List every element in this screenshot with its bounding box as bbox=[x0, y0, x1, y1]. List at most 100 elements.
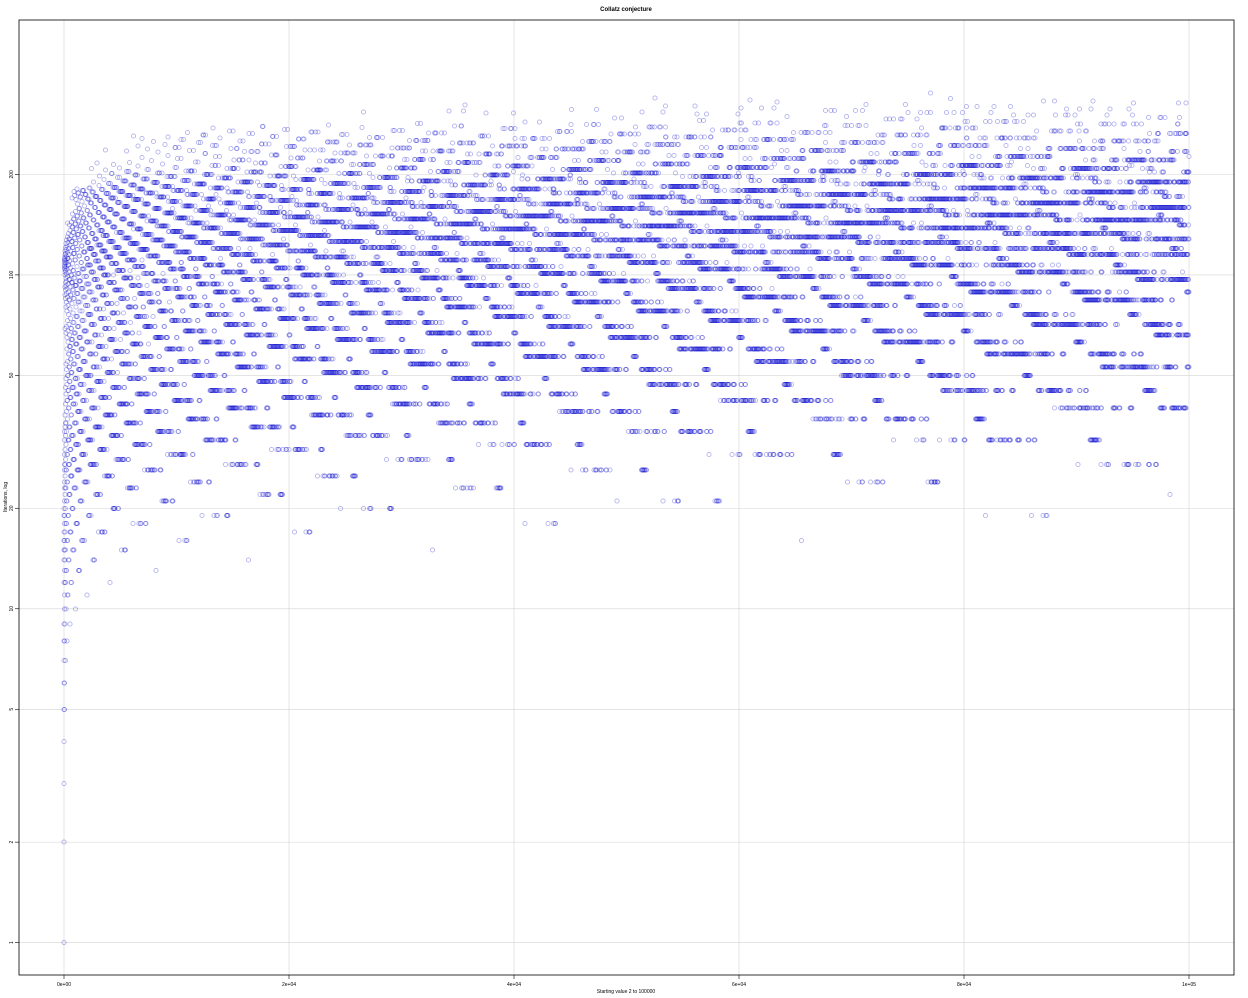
data-point bbox=[70, 319, 76, 326]
data-point bbox=[75, 441, 82, 448]
data-point bbox=[84, 302, 91, 309]
data-point bbox=[69, 432, 76, 439]
data-point bbox=[72, 282, 78, 289]
data-point bbox=[65, 339, 71, 345]
data-point bbox=[61, 520, 68, 527]
data-point bbox=[62, 420, 69, 426]
data-point bbox=[70, 267, 77, 274]
data-point bbox=[127, 319, 134, 326]
data-point bbox=[64, 358, 71, 365]
data-point bbox=[78, 346, 84, 352]
data-point bbox=[224, 185, 230, 191]
data-point bbox=[62, 557, 68, 563]
data-point bbox=[83, 302, 89, 309]
data-point bbox=[61, 259, 68, 266]
data-point bbox=[302, 147, 308, 153]
data-point bbox=[139, 257, 145, 263]
data-point bbox=[77, 428, 84, 435]
data-point bbox=[62, 657, 69, 664]
data-point bbox=[69, 505, 75, 512]
data-point bbox=[63, 270, 70, 277]
data-point bbox=[85, 262, 91, 268]
data-point bbox=[80, 215, 86, 221]
data-point bbox=[61, 547, 68, 553]
data-point bbox=[61, 428, 68, 435]
data-point bbox=[69, 384, 75, 391]
data-point bbox=[83, 273, 89, 280]
data-point bbox=[82, 328, 88, 334]
data-point bbox=[86, 351, 93, 357]
chart-title: Collatz conjecture bbox=[600, 7, 652, 13]
data-point bbox=[80, 451, 87, 458]
data-point bbox=[72, 441, 79, 448]
data-point bbox=[76, 366, 83, 373]
data-point bbox=[66, 491, 73, 498]
data-point bbox=[321, 227, 328, 234]
data-point bbox=[81, 215, 87, 221]
data-point bbox=[80, 228, 86, 235]
data-point bbox=[63, 257, 69, 263]
data-point bbox=[71, 547, 77, 553]
data-point bbox=[73, 341, 79, 347]
data-point bbox=[165, 152, 171, 159]
data-point bbox=[76, 467, 82, 473]
data-point bbox=[84, 339, 90, 345]
data-point bbox=[64, 498, 70, 504]
data-point bbox=[67, 227, 73, 234]
data-point bbox=[65, 557, 72, 563]
data-point bbox=[64, 308, 70, 314]
data-point bbox=[86, 185, 92, 191]
data-point bbox=[123, 148, 130, 154]
data-point bbox=[199, 512, 205, 519]
data-point bbox=[70, 216, 77, 222]
data-point bbox=[184, 129, 191, 136]
data-point bbox=[82, 358, 89, 365]
data-point bbox=[84, 372, 90, 379]
data-point bbox=[86, 262, 93, 268]
data-point bbox=[68, 272, 75, 278]
data-point bbox=[61, 266, 68, 272]
data-point bbox=[72, 330, 79, 336]
data-point bbox=[67, 446, 74, 453]
data-point bbox=[277, 204, 284, 211]
data-point bbox=[65, 437, 71, 443]
data-point bbox=[67, 242, 73, 248]
data-point bbox=[74, 213, 81, 219]
data-point bbox=[76, 334, 83, 341]
data-point bbox=[235, 245, 242, 252]
data-point bbox=[69, 348, 76, 355]
data-point bbox=[66, 222, 73, 228]
data-point bbox=[61, 738, 67, 745]
data-point bbox=[80, 187, 87, 194]
data-point bbox=[68, 232, 74, 239]
data-point bbox=[74, 391, 80, 397]
data-point bbox=[76, 205, 82, 212]
data-point bbox=[291, 529, 298, 535]
data-point bbox=[150, 313, 156, 320]
data-point bbox=[80, 346, 86, 352]
data-point bbox=[217, 135, 223, 141]
data-point bbox=[76, 567, 82, 574]
data-point bbox=[85, 512, 92, 519]
data-point bbox=[72, 208, 79, 215]
data-point bbox=[73, 420, 80, 426]
data-point bbox=[85, 311, 91, 318]
data-point bbox=[67, 315, 74, 322]
data-point bbox=[62, 424, 68, 430]
data-point bbox=[68, 412, 74, 418]
data-point bbox=[72, 361, 78, 367]
data-point bbox=[111, 325, 117, 332]
data-point bbox=[73, 520, 79, 527]
data-point bbox=[198, 191, 205, 198]
data-point bbox=[82, 328, 89, 334]
data-point bbox=[65, 387, 71, 394]
data-point bbox=[61, 498, 68, 504]
data-point bbox=[228, 145, 234, 152]
data-point bbox=[81, 358, 87, 365]
data-point bbox=[85, 387, 92, 394]
data-point bbox=[72, 240, 79, 247]
data-point bbox=[85, 311, 92, 318]
data-point bbox=[79, 266, 85, 272]
data-point bbox=[79, 243, 85, 249]
data-point bbox=[135, 275, 141, 281]
